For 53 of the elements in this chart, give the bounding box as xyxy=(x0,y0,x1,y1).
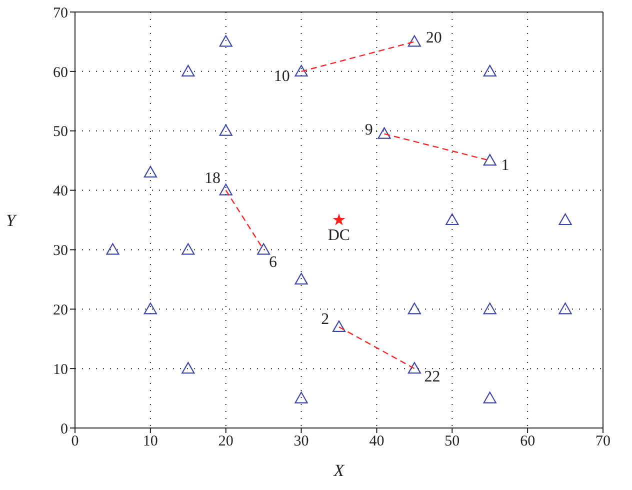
point xyxy=(483,392,496,404)
annotation: 1 xyxy=(501,156,510,174)
point xyxy=(294,272,308,284)
x-tick-label: 30 xyxy=(294,434,309,450)
point xyxy=(334,214,344,225)
point xyxy=(182,362,195,374)
y-tick-label: 70 xyxy=(53,5,68,22)
point xyxy=(408,302,421,314)
point xyxy=(408,362,421,374)
point xyxy=(182,64,195,76)
annotation: 2 xyxy=(321,310,330,328)
y-tick-label: 50 xyxy=(53,124,68,140)
point xyxy=(144,302,157,314)
annotation: 10 xyxy=(274,68,290,85)
annotation: 20 xyxy=(426,29,442,46)
y-tick-label: 10 xyxy=(53,362,68,378)
x-tick-label: 60 xyxy=(520,434,536,450)
y-tick-label: 30 xyxy=(53,243,68,260)
y-tick-label: 40 xyxy=(53,184,68,200)
point xyxy=(558,213,572,226)
annotation: 9 xyxy=(364,122,373,139)
x-tick-label: 40 xyxy=(369,434,384,450)
point xyxy=(408,35,421,47)
annotation: 6 xyxy=(268,254,277,272)
x-tick-label: 70 xyxy=(596,434,610,450)
point xyxy=(106,243,120,255)
point xyxy=(144,166,157,178)
point xyxy=(332,320,346,332)
point xyxy=(558,302,572,314)
annotation: 22 xyxy=(424,368,440,386)
point xyxy=(483,154,496,166)
y-tick-label: 60 xyxy=(53,64,68,81)
annotation: DC xyxy=(328,227,350,244)
point xyxy=(182,243,195,255)
point xyxy=(294,64,308,76)
point xyxy=(219,35,232,47)
point xyxy=(294,392,308,404)
annotation: 18 xyxy=(204,170,220,187)
x-tick-label: 50 xyxy=(444,434,460,450)
point xyxy=(257,243,270,255)
y-tick-label: 20 xyxy=(53,302,68,318)
point xyxy=(219,184,232,196)
point xyxy=(446,213,459,226)
point xyxy=(483,64,496,76)
x-tick-label: 0 xyxy=(71,434,79,450)
x-tick-label: 10 xyxy=(142,434,158,450)
point xyxy=(219,124,232,136)
y-axis-title: Y xyxy=(6,211,17,230)
x-tick-label: 20 xyxy=(218,434,234,450)
point xyxy=(378,127,391,139)
point xyxy=(483,302,496,314)
x-axis-title: X xyxy=(332,461,345,480)
y-tick-label: 0 xyxy=(60,421,68,438)
